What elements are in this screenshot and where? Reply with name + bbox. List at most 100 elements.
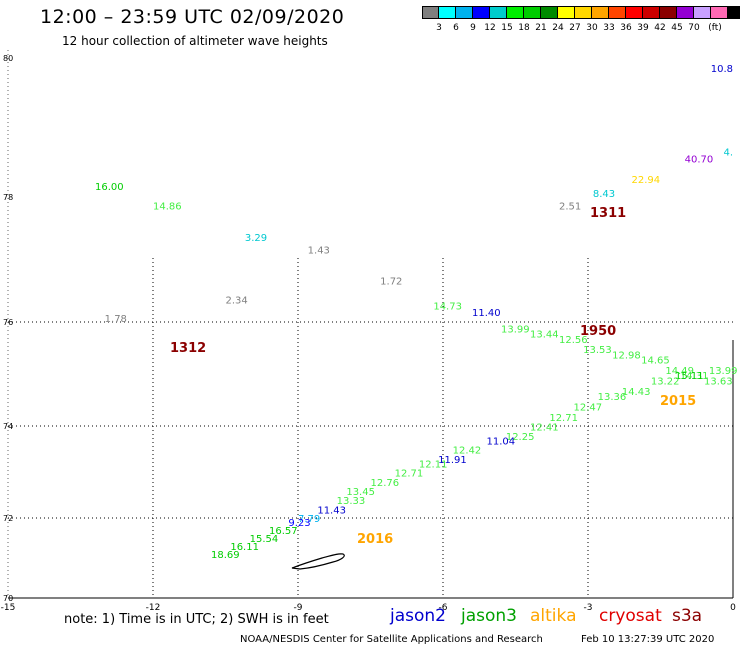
legend-jason3: jason3 xyxy=(461,606,517,626)
wave-height-label: 22.94 xyxy=(632,175,661,186)
wave-height-label: 12.76 xyxy=(371,478,400,489)
map-grid xyxy=(8,258,733,598)
wave-height-label: 13.99 xyxy=(501,324,530,335)
wave-height-label: 2.34 xyxy=(226,295,248,306)
colorbar-tick-label: (ft) xyxy=(708,23,722,33)
generated-timestamp: Feb 10 13:27:39 UTC 2020 xyxy=(581,634,715,645)
colorbar-tick-label: 45 xyxy=(671,23,683,33)
wave-height-label: 7.79 xyxy=(298,514,320,525)
colorbar-tick-label: 27 xyxy=(569,23,581,33)
lon-tick-label: 0 xyxy=(730,603,736,613)
colorbar-swatch xyxy=(728,6,740,19)
lon-tick-label: -9 xyxy=(294,603,303,613)
track-label: 1311 xyxy=(590,206,626,221)
wave-height-label: 11.40 xyxy=(472,308,501,319)
colorbar-swatch xyxy=(711,6,728,19)
colorbar-swatch xyxy=(456,6,473,19)
lat-tick-label: 80 xyxy=(3,54,13,63)
wave-height-label: 13.33 xyxy=(337,496,366,507)
colorbar-frame xyxy=(422,6,740,19)
colorbar-tick-label: 39 xyxy=(637,23,649,33)
colorbar-tick-label: 18 xyxy=(518,23,530,33)
wave-height-label: 12.11 xyxy=(419,459,448,470)
wave-height-label: 13.45 xyxy=(346,487,375,498)
legend-cryosat: cryosat xyxy=(599,606,662,626)
colorbar-tick-label: 6 xyxy=(453,23,459,33)
wave-height-label: 12.71 xyxy=(549,413,578,424)
wave-height-label: 13.63 xyxy=(704,376,733,387)
lat-tick-label: 74 xyxy=(3,422,13,431)
wave-height-label: 12.71 xyxy=(395,469,424,480)
colorbar-swatch xyxy=(507,6,524,19)
colorbar-swatch xyxy=(643,6,660,19)
colorbar-swatch xyxy=(575,6,592,19)
wave-height-label: 14.65 xyxy=(641,356,670,367)
map-subtitle: 12 hour collection of altimeter wave hei… xyxy=(62,34,328,48)
wave-height-label: 9.23 xyxy=(288,518,310,529)
wave-height-label: 11.04 xyxy=(487,436,516,447)
wave-height-label: 15.11 xyxy=(675,371,704,382)
lon-tick-label: -12 xyxy=(146,603,161,613)
wave-height-label: 14.31 xyxy=(680,371,709,382)
wave-height-label: 11.43 xyxy=(317,505,346,516)
colorbar-swatch xyxy=(473,6,490,19)
credit-line: NOAA/NESDIS Center for Satellite Applica… xyxy=(240,634,543,645)
wave-height-label: 14.73 xyxy=(433,302,462,313)
colorbar-swatch xyxy=(524,6,541,19)
colorbar-swatch xyxy=(677,6,694,19)
colorbar-tick-label: 36 xyxy=(620,23,632,33)
colorbar-swatch xyxy=(660,6,677,19)
wave-height-label: 14.43 xyxy=(622,387,651,398)
wave-height-label: 12.47 xyxy=(574,402,603,413)
wave-height-label: 13.53 xyxy=(583,345,612,356)
lon-tick-label: -3 xyxy=(584,603,593,613)
track-label: 2015 xyxy=(660,394,696,409)
colorbar-tick-label: 9 xyxy=(470,23,476,33)
legend-altika: altika xyxy=(530,606,577,626)
colorbar-tick-label: 30 xyxy=(586,23,598,33)
lat-tick-label: 78 xyxy=(3,193,13,202)
colorbar-tick-label: 70 xyxy=(688,23,700,33)
colorbar-swatch xyxy=(422,6,439,19)
colorbar-tick-label: 21 xyxy=(535,23,547,33)
colorbar-swatch xyxy=(592,6,609,19)
wave-height-label: 15.54 xyxy=(250,534,279,545)
wave-height-label: 13.44 xyxy=(530,330,559,341)
wave-height-label: 1.43 xyxy=(308,245,330,256)
wave-height-label: 12.42 xyxy=(453,446,482,457)
wave-height-label: 40.70 xyxy=(685,154,714,165)
wave-height-label: 12.56 xyxy=(559,335,588,346)
lon-tick-label: -6 xyxy=(439,603,448,613)
wave-height-label: 13.22 xyxy=(651,376,680,387)
colorbar-tick-label: 3 xyxy=(436,23,442,33)
wave-height-label: 12.98 xyxy=(612,350,641,361)
colorbar-swatch xyxy=(694,6,711,19)
colorbar-tick-label: 24 xyxy=(552,23,564,33)
wave-height-label: 8.43 xyxy=(593,189,615,200)
lat-tick-label: 76 xyxy=(3,318,13,327)
wave-height-label: 2.51 xyxy=(559,202,581,213)
wave-height-label: 14.86 xyxy=(153,202,182,213)
map-axes: -15 -12 -9 -6 -3 0 70 72 74 76 78 80 xyxy=(1,50,736,613)
wave-height-label: 13.99 xyxy=(709,366,738,377)
track-labels: 1312 1311 1950 2015 2016 xyxy=(170,206,696,547)
lat-tick-label: 72 xyxy=(3,514,13,523)
wave-height-label: 11.91 xyxy=(438,455,467,466)
track-label: 1312 xyxy=(170,341,206,356)
wave-height-label: 3.29 xyxy=(245,233,267,244)
island-outline xyxy=(291,553,345,570)
wave-height-label: 16.11 xyxy=(230,542,259,553)
legend-jason2: jason2 xyxy=(390,606,446,626)
wave-height-label: 4. xyxy=(723,147,733,158)
wave-height-label: 12.25 xyxy=(506,432,535,443)
colorbar-tick-label: 33 xyxy=(603,23,615,33)
colorbar-swatch xyxy=(541,6,558,19)
track-label: 2016 xyxy=(357,532,393,547)
colorbar-swatch xyxy=(490,6,507,19)
map-title: 12:00 – 23:59 UTC 02/09/2020 xyxy=(40,6,345,28)
colorbar-tick-label: 42 xyxy=(654,23,666,33)
lat-tick-label: 70 xyxy=(3,594,13,603)
wave-height-label: 12.41 xyxy=(530,423,559,434)
